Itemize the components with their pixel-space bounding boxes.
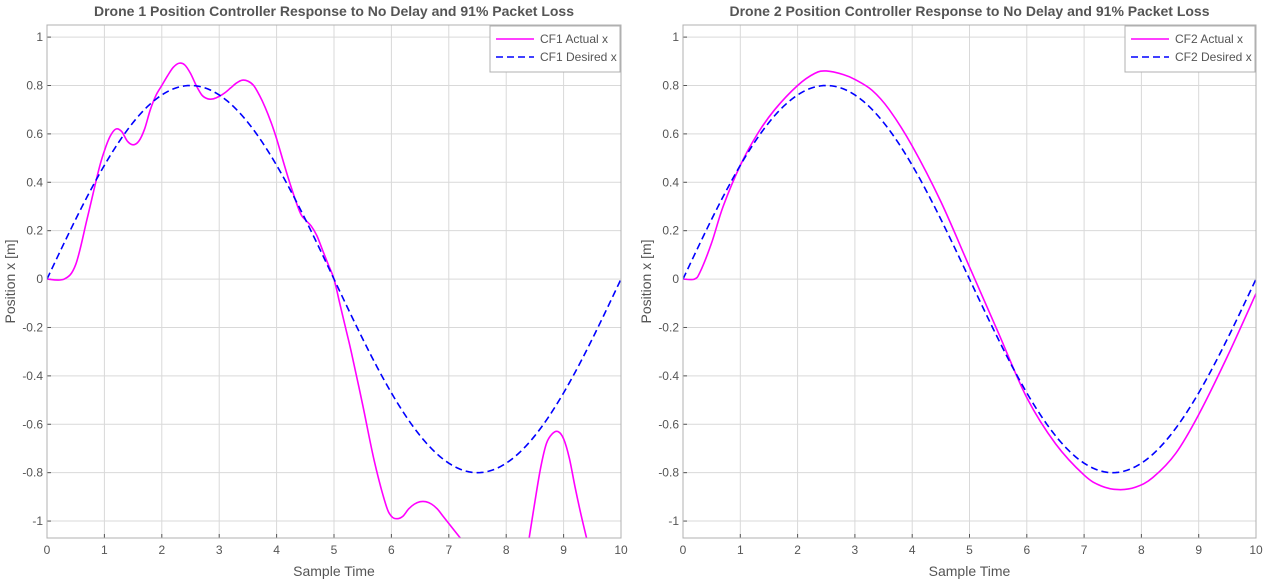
y-tick-label: 0.4 [26, 175, 43, 189]
y-tick-label: 0 [672, 272, 679, 286]
series-group [683, 70, 1256, 491]
legend-entry: CF2 Actual x [1175, 32, 1243, 46]
x-tick-label: 0 [680, 543, 687, 557]
x-tick-label: 1 [101, 543, 108, 557]
x-tick-label: 10 [1249, 543, 1263, 557]
y-tick-label: 0.2 [26, 224, 43, 238]
y-tick-label: -0.8 [22, 466, 43, 480]
y-tick-label: 0.2 [662, 224, 679, 238]
x-axis-label: Sample Time [293, 563, 375, 579]
legend: CF1 Actual x CF1 Desired x [489, 25, 621, 73]
x-tick-label: 3 [216, 543, 223, 557]
chart-drone-1: 0 1 2 3 4 5 6 7 8 9 10 -1 -0.8 -0.6 -0.4 -0.2 0 0.2 0.4 0.6… [2, 3, 628, 579]
axes-frame [682, 24, 1257, 539]
x-tick-label: 2 [158, 543, 165, 557]
y-tick-label: 1 [672, 30, 679, 44]
x-tick-label: 8 [1138, 543, 1145, 557]
y-axis-label: Position x [m] [2, 239, 18, 323]
cf2-desired-x-line [683, 84, 1256, 474]
legend-entry: CF2 Desired x [1175, 50, 1252, 64]
legend-box [489, 25, 621, 73]
y-tick-label: 0.8 [662, 78, 679, 92]
x-tick-label: 5 [331, 543, 338, 557]
x-tick-label: 7 [1081, 543, 1088, 557]
x-tick-label: 5 [966, 543, 973, 557]
x-tick-label: 8 [503, 543, 510, 557]
y-tick-label: 0.6 [662, 127, 679, 141]
chart-drone-2: 0 1 2 3 4 5 6 7 8 9 10 -1 -0.8 -0.6 -0.4 -0.2 0 0.2 0.4 0.6… [638, 3, 1263, 579]
cf1-actual-x-line [47, 62, 461, 538]
x-tick-label: 0 [44, 543, 51, 557]
y-tick-label: -1 [668, 514, 679, 528]
y-tick-label: -0.8 [658, 466, 679, 480]
y-tick-label: -0.2 [658, 320, 679, 334]
axes-frame [46, 24, 622, 539]
legend-entry: CF1 Desired x [540, 50, 617, 64]
x-tick-label: 2 [794, 543, 801, 557]
actual-x-segment-1-line [528, 430, 588, 538]
legend-box [1124, 25, 1256, 73]
y-tick-label: 0.4 [662, 175, 679, 189]
x-axis-label: Sample Time [929, 563, 1011, 579]
y-tick-label: -0.6 [658, 417, 679, 431]
y-tick-label: -0.2 [22, 320, 43, 334]
y-axis-label: Position x [m] [638, 239, 654, 323]
x-tick-label: 9 [560, 543, 567, 557]
chart-title: Drone 1 Position Controller Response to … [94, 3, 574, 19]
x-tick-label: 1 [737, 543, 744, 557]
x-tick-label: 4 [273, 543, 280, 557]
y-tick-label: -0.4 [658, 369, 679, 383]
x-tick-label: 6 [1023, 543, 1030, 557]
x-tick-label: 4 [909, 543, 916, 557]
legend-entry: CF1 Actual x [540, 32, 608, 46]
y-tick-label: 0 [36, 272, 43, 286]
x-tick-label: 10 [614, 543, 628, 557]
y-tick-label: -0.4 [22, 369, 43, 383]
x-tick-label: 9 [1195, 543, 1202, 557]
series-group [47, 62, 621, 538]
y-tick-label: 1 [36, 30, 43, 44]
x-tick-label: 7 [445, 543, 452, 557]
y-tick-label: -1 [32, 514, 43, 528]
y-tick-label: 0.6 [26, 127, 43, 141]
x-tick-label: 3 [852, 543, 859, 557]
legend: CF2 Actual x CF2 Desired x [1124, 25, 1256, 73]
chart-title: Drone 2 Position Controller Response to … [729, 3, 1209, 19]
x-tick-label: 6 [388, 543, 395, 557]
cf1-desired-x-line [47, 84, 621, 474]
y-tick-label: -0.6 [22, 417, 43, 431]
y-tick-label: 0.8 [26, 78, 43, 92]
